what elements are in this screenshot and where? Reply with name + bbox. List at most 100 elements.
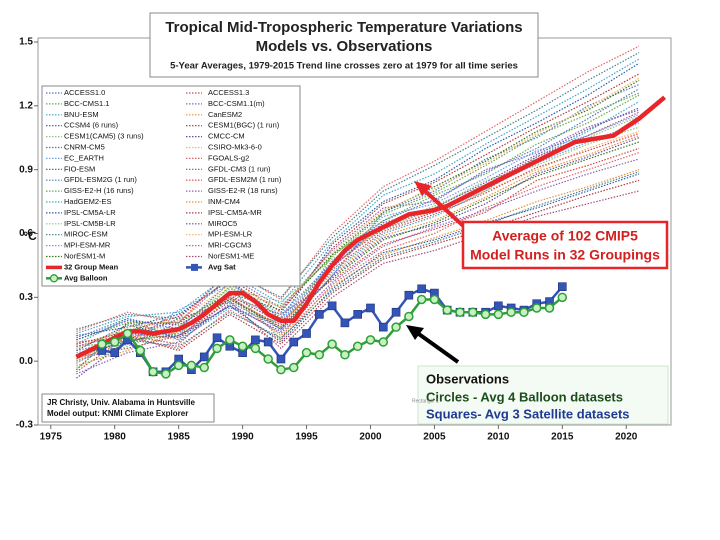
y-tick-label: -0.3 xyxy=(16,420,34,431)
legend-label: ACCESS1.0 xyxy=(64,88,105,97)
series-line xyxy=(75,95,667,359)
x-tick-label: 2015 xyxy=(551,432,574,443)
legend-marker xyxy=(191,263,198,271)
title-box xyxy=(149,12,539,78)
chart-note: 5-Year Averages, 1979-2015 Trend line cr… xyxy=(170,61,518,72)
circle-marker xyxy=(557,292,568,303)
square-marker xyxy=(327,301,337,311)
circle-marker xyxy=(519,307,529,317)
model-note: Model Runs in 32 Groupings xyxy=(470,247,660,263)
model-arrowhead xyxy=(414,181,432,196)
circle-marker xyxy=(148,367,158,377)
model-line xyxy=(76,77,640,349)
x-tick-label: 2020 xyxy=(615,432,638,443)
circle-marker xyxy=(544,303,555,313)
legend-box xyxy=(41,85,301,287)
circle-marker xyxy=(506,307,516,317)
obs-box xyxy=(417,365,669,425)
legend-marker xyxy=(49,274,59,283)
model-line xyxy=(76,130,640,362)
legend-label: FIO-ESM xyxy=(64,164,95,173)
legend-label: CCSM4 (6 runs) xyxy=(64,121,119,130)
legend-label: NorESM1-M xyxy=(64,251,105,260)
model-line xyxy=(76,173,640,352)
square-marker xyxy=(404,290,414,300)
circle-marker xyxy=(212,343,222,354)
model-line xyxy=(76,171,640,358)
circle-marker xyxy=(493,309,504,320)
model-line xyxy=(76,132,640,360)
credit: JR Christy, Univ. Alabama in Huntsville xyxy=(47,398,195,407)
model-line xyxy=(76,169,640,366)
legend-label: IPSL-CM5B-LR xyxy=(64,219,116,228)
circle-marker xyxy=(378,337,389,347)
y-tick-label: 0.6 xyxy=(19,228,33,239)
model-line xyxy=(76,137,640,379)
x-tick-label: 1975 xyxy=(40,432,63,443)
square-marker xyxy=(251,335,260,345)
legend-label: MRI-CGCM3 xyxy=(208,241,251,250)
model-line xyxy=(76,179,640,356)
legend-label: GFDL-ESM2M (1 run) xyxy=(208,175,282,184)
y-tick-label: 0.3 xyxy=(19,292,33,303)
square-marker xyxy=(494,301,503,311)
circle-marker xyxy=(314,350,325,360)
model-line xyxy=(76,109,640,362)
legend-label: CNRM-CM5 xyxy=(64,142,105,151)
model-line xyxy=(76,92,640,347)
legend-label: 32 Group Mean xyxy=(64,262,119,271)
circle-marker xyxy=(301,347,312,358)
x-tick-label: 2005 xyxy=(423,432,446,443)
legend-label: GISS-E2-R (18 runs) xyxy=(208,186,278,195)
legend-label: CSIRO-Mk3-6-0 xyxy=(208,142,262,151)
model-line xyxy=(75,79,640,371)
circle-marker xyxy=(531,303,542,313)
model-line xyxy=(76,147,640,373)
square-marker xyxy=(391,307,401,317)
legend-label: MIROC-ESM xyxy=(64,230,108,239)
legend-label: CanESM2 xyxy=(208,110,242,119)
legend-label: HadGEM2-ES xyxy=(64,197,112,206)
circle-marker xyxy=(276,364,286,375)
legend-label: GFDL-ESM2G (1 run) xyxy=(64,175,137,184)
circle-marker xyxy=(480,309,491,320)
legend-label: CESM1(CAM5) (3 runs) xyxy=(64,132,144,141)
legend-label: BCC-CMS1.1 xyxy=(64,99,109,108)
legend-label: GFDL-CM3 (1 run) xyxy=(208,164,271,173)
circle-marker xyxy=(109,337,120,347)
x-tick-label: 2010 xyxy=(487,432,510,443)
legend-label: CMCC-CM xyxy=(208,132,245,141)
circle-marker xyxy=(340,350,350,360)
circle-marker xyxy=(135,345,146,356)
model-line xyxy=(76,73,640,345)
legend-label: BCC-CSM1.1(m) xyxy=(208,99,265,108)
model-box xyxy=(461,220,669,270)
circle-marker xyxy=(468,307,478,317)
legend-label: BNU-ESM xyxy=(64,110,99,119)
legend-label: EC_EARTH xyxy=(64,153,104,162)
circle-marker xyxy=(289,362,299,373)
model-line xyxy=(76,111,640,347)
square-marker xyxy=(276,354,286,364)
circle-marker xyxy=(173,360,184,371)
circle-marker xyxy=(263,354,273,364)
square-marker xyxy=(302,329,311,338)
circle-marker xyxy=(429,294,440,305)
obs-note: Circles - Avg 4 Balloon datasets xyxy=(426,389,623,404)
circle-marker xyxy=(122,328,133,339)
legend-label: CESM1(BGC) (1 run) xyxy=(208,121,280,130)
shape-label: Rectangle 1 xyxy=(412,398,439,404)
circle-marker xyxy=(404,311,414,322)
x-tick-label: 2000 xyxy=(359,432,382,443)
chart-title: Tropical Mid-Tropospheric Temperature Va… xyxy=(165,19,522,36)
square-marker xyxy=(366,303,375,313)
model-line xyxy=(76,58,640,335)
credit: Model output: KNMI Climate Explorer xyxy=(47,409,188,418)
series-layer xyxy=(75,45,667,379)
circle-marker xyxy=(97,339,107,349)
x-tick-label: 1990 xyxy=(231,432,254,443)
x-tick-label: 1985 xyxy=(168,432,191,443)
square-marker xyxy=(340,318,350,328)
